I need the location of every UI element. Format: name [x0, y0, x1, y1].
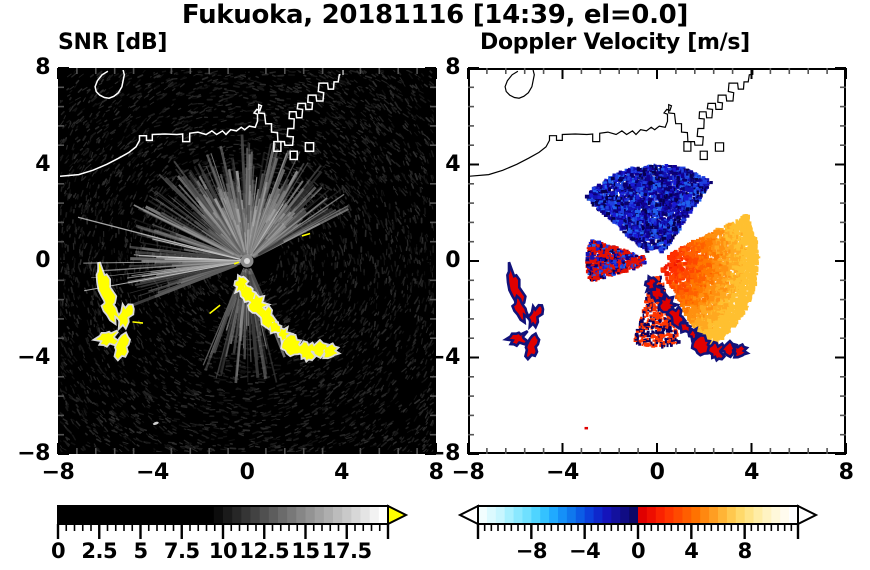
x-tick-label: 8	[428, 460, 444, 485]
x-tick-label: 4	[744, 460, 759, 485]
snr-colorbar-tick-label: 5	[133, 539, 148, 563]
x-tick-label: 4	[334, 460, 349, 485]
doppler-plot-area[interactable]	[468, 68, 846, 454]
snr-radar-image	[60, 70, 434, 452]
x-tick-label: −4	[136, 460, 169, 485]
snr-colorbar-tick-label: 0	[50, 539, 66, 563]
snr-colorbar-strip	[56, 504, 409, 539]
snr-colorbar-tick-label: 17.5	[321, 539, 372, 563]
doppler-colorbar-tick-label: 0	[630, 539, 646, 563]
x-tick-label: 0	[239, 460, 255, 485]
y-tick-label: 4	[35, 151, 50, 177]
y-tick-label: 4	[445, 151, 460, 177]
x-tick-label: 0	[649, 460, 665, 485]
y-tick-label: −4	[427, 344, 460, 370]
snr-colorbar[interactable]	[0, 498, 440, 558]
y-tick-label: 0	[445, 248, 460, 273]
y-tick-label: −4	[17, 344, 50, 370]
y-tick-label: 8	[445, 55, 460, 80]
y-tick-label: −8	[427, 441, 460, 466]
y-tick-label: 8	[35, 55, 50, 80]
doppler-colorbar-tick-label: 4	[684, 539, 699, 563]
x-tick-label: −8	[41, 460, 75, 485]
snr-colorbar-tick-label: 7.5	[163, 539, 200, 563]
y-tick-label: −8	[17, 441, 50, 466]
doppler-colorbar-strip	[457, 504, 819, 539]
snr-colorbar-tick-label: 12.5	[239, 539, 290, 563]
doppler-colorbar[interactable]	[440, 498, 870, 558]
doppler-radar-image	[470, 70, 844, 452]
y-tick-label: 0	[35, 248, 50, 273]
x-tick-label: 8	[838, 460, 854, 485]
snr-panel-title: SNR [dB]	[58, 30, 168, 55]
doppler-colorbar-tick-label: 8	[737, 539, 753, 563]
doppler-colorbar-tick-label: −4	[569, 539, 601, 563]
snr-colorbar-tick-label: 2.5	[81, 539, 118, 563]
snr-colorbar-tick-label: 10	[208, 539, 238, 563]
figure-title: Fukuoka, 20181116 [14:39, el=0.0]	[181, 0, 689, 30]
x-tick-label: −8	[451, 460, 485, 485]
snr-plot-area[interactable]	[58, 68, 436, 454]
x-tick-label: −4	[546, 460, 579, 485]
doppler-colorbar-tick-label: −8	[515, 539, 548, 563]
doppler-panel-title: Doppler Velocity [m/s]	[480, 30, 750, 55]
snr-colorbar-tick-label: 15	[291, 539, 320, 563]
